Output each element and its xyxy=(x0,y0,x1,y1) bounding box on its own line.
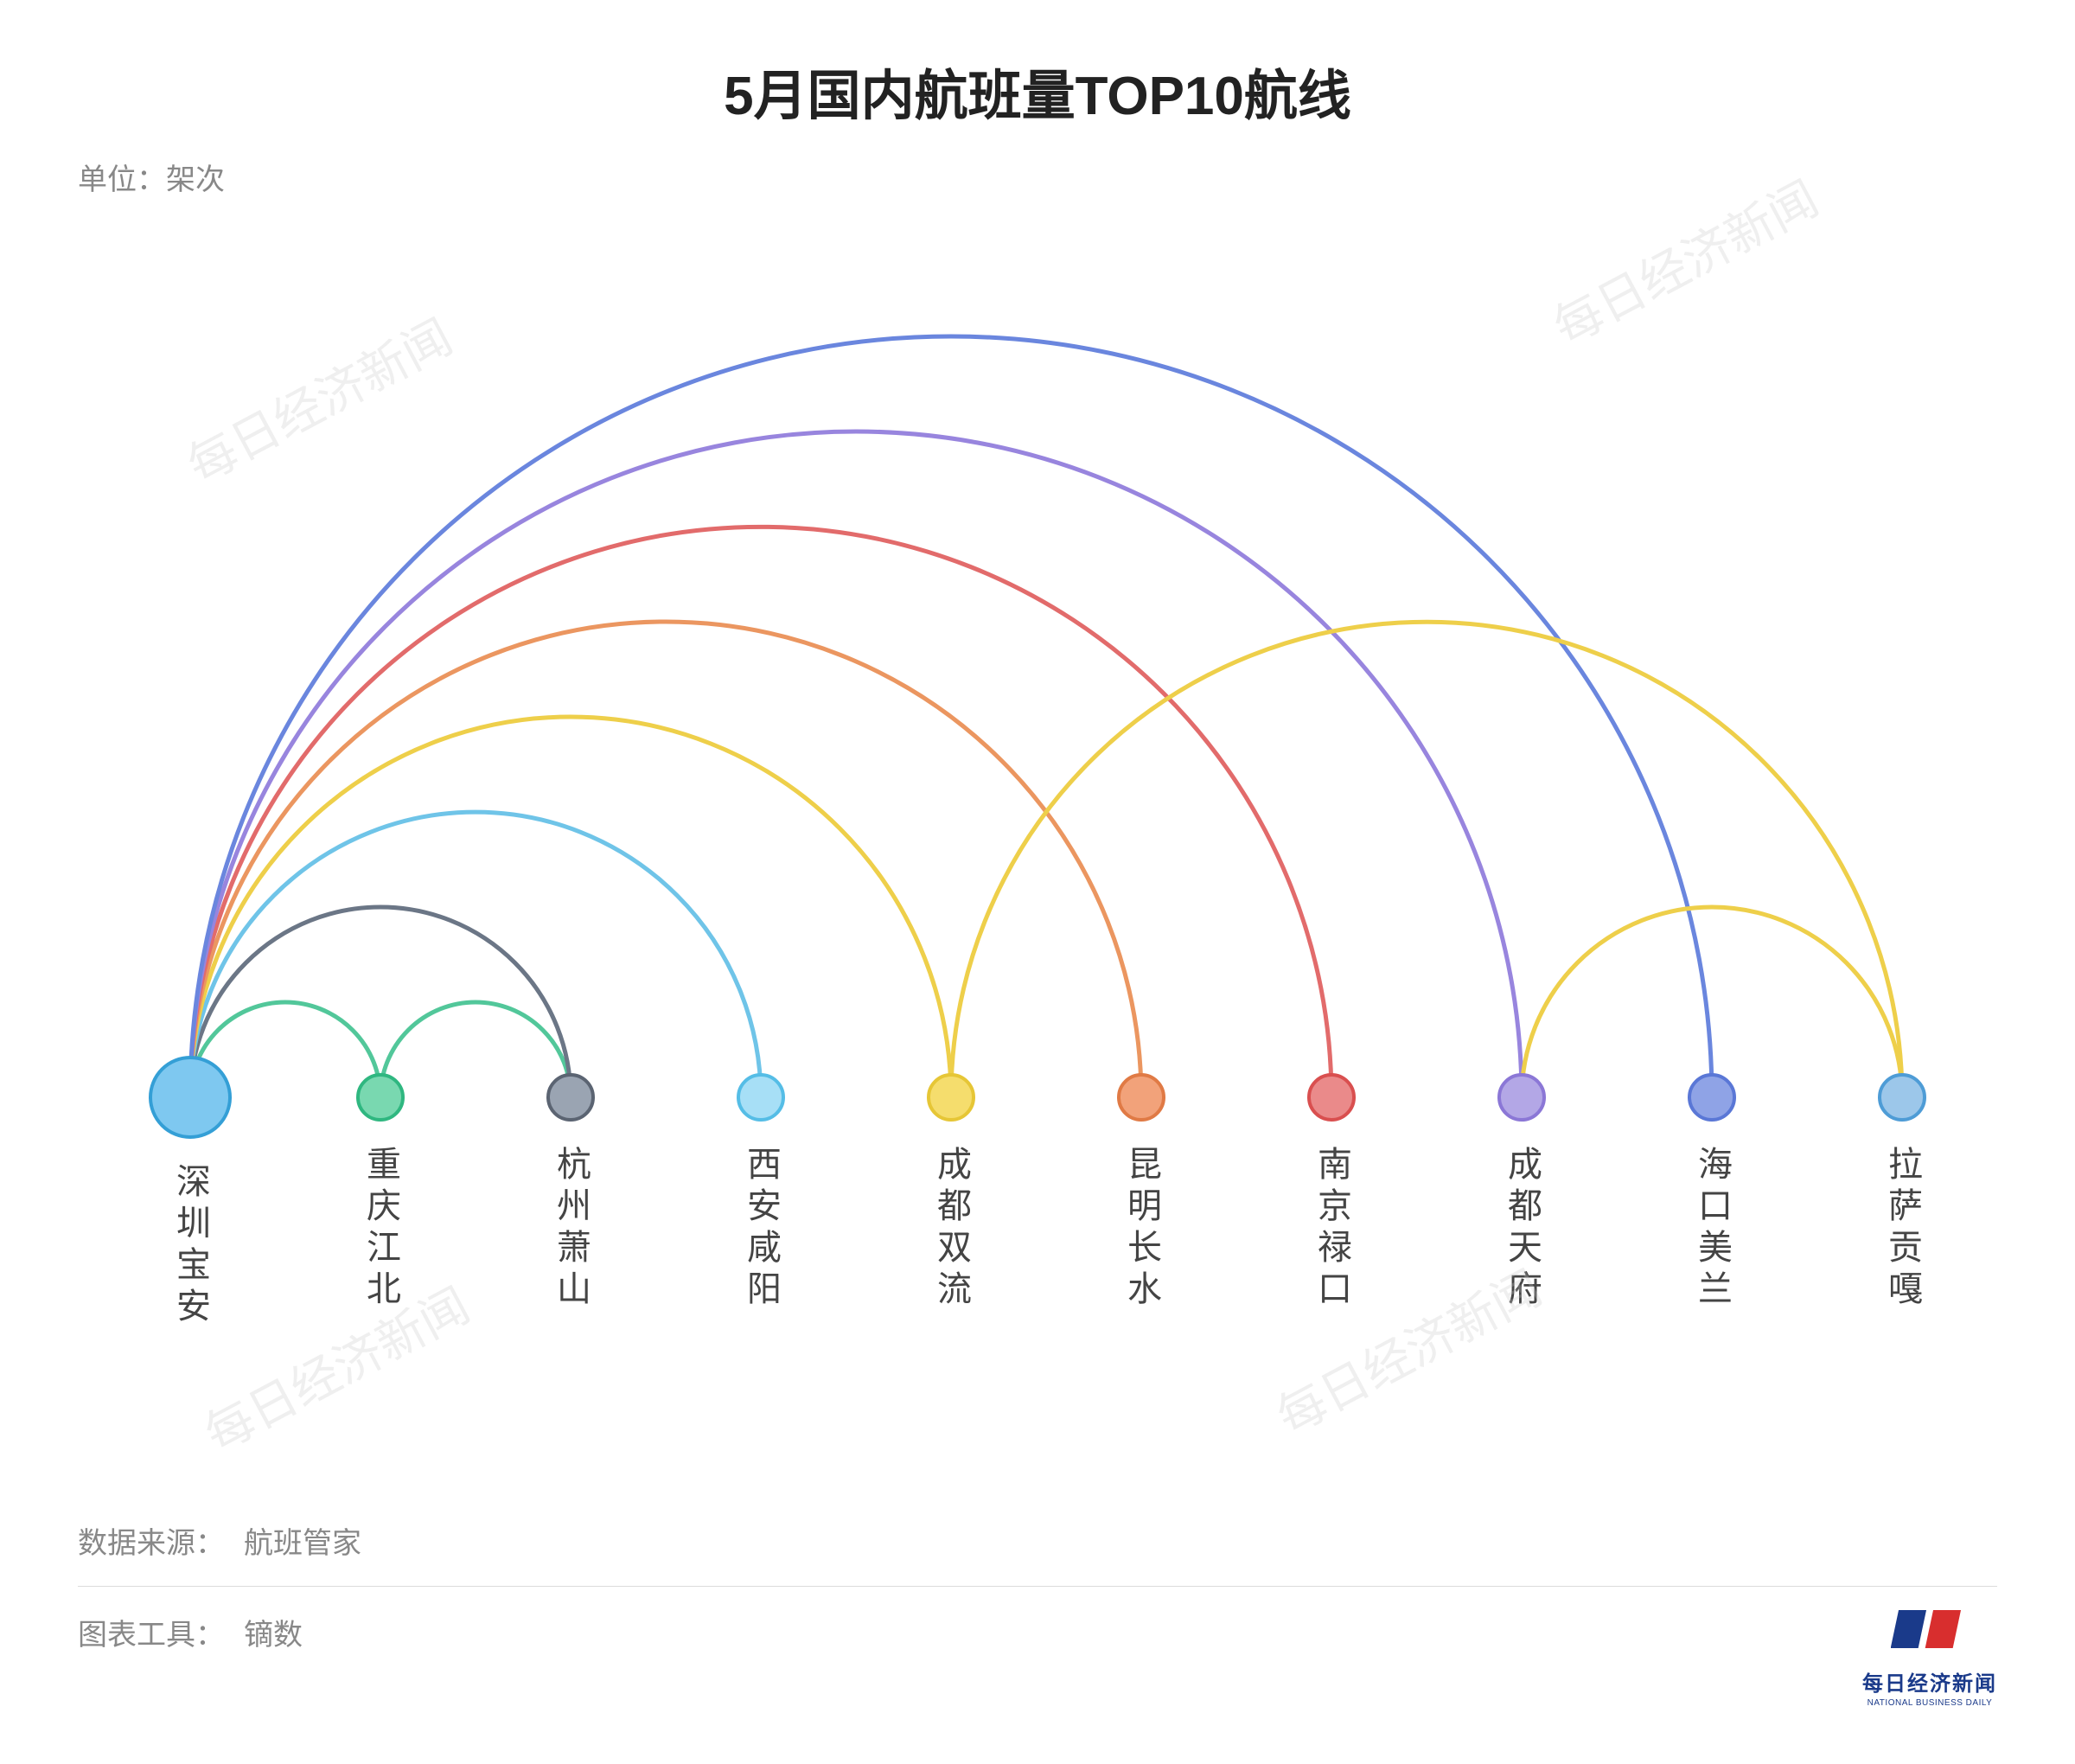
node-label: 昆明长水 xyxy=(1116,1146,1166,1312)
arc xyxy=(951,622,1902,1097)
node-circle xyxy=(1119,1075,1164,1120)
tool-value: 镝数 xyxy=(244,1619,303,1652)
page-title: 5月国内航班量TOP10航线 xyxy=(78,52,1997,130)
node-label: 南京禄口 xyxy=(1306,1146,1357,1312)
tool-line: 图表工具： 镝数 xyxy=(78,1611,1997,1653)
node-circle xyxy=(548,1075,593,1120)
arc xyxy=(380,1002,571,1097)
brand-logo: 每日经济新闻 NATIONAL BUSINESS DAILY xyxy=(1862,1598,1997,1708)
arc xyxy=(190,907,571,1097)
logo-text-cn: 每日经济新闻 xyxy=(1862,1666,1997,1697)
node-circle xyxy=(738,1075,783,1120)
source-label: 数据来源： xyxy=(78,1527,225,1560)
node-circle xyxy=(150,1058,230,1137)
node-circle xyxy=(1689,1075,1734,1120)
node-circle xyxy=(1499,1075,1544,1120)
source-line: 数据来源： 航班管家 xyxy=(78,1519,1997,1562)
node-circle xyxy=(1880,1075,1925,1120)
arc xyxy=(190,527,1331,1097)
node-label: 成都双流 xyxy=(926,1146,976,1312)
watermark: 每日经济新闻 xyxy=(191,1268,481,1466)
node-label: 重庆江北 xyxy=(355,1146,405,1312)
node-label: 深圳宝安 xyxy=(165,1163,215,1329)
tool-label: 图表工具： xyxy=(78,1619,225,1652)
node-label: 西安咸阳 xyxy=(736,1146,786,1312)
logo-icon xyxy=(1891,1598,1969,1659)
arc xyxy=(190,622,1141,1097)
unit-label: 单位：架次 xyxy=(78,156,1997,198)
arc-svg xyxy=(78,233,1997,1270)
chart-container: 5月国内航班量TOP10航线 单位：架次 深圳宝安重庆江北杭州萧山西安咸阳成都双… xyxy=(0,0,2075,1764)
footer: 数据来源： 航班管家 图表工具： 镝数 xyxy=(78,1519,1997,1678)
node-circle xyxy=(929,1075,974,1120)
node-circle xyxy=(1309,1075,1354,1120)
node-label: 杭州萧山 xyxy=(546,1146,596,1312)
logo-text-en: NATIONAL BUSINESS DAILY xyxy=(1862,1698,1997,1708)
node-label: 海口美兰 xyxy=(1687,1146,1737,1312)
node-circle xyxy=(358,1075,403,1120)
node-label: 拉萨贡嘎 xyxy=(1877,1146,1927,1312)
arc xyxy=(190,717,951,1097)
node-label: 成都天府 xyxy=(1497,1146,1547,1312)
divider xyxy=(78,1586,1997,1587)
source-value: 航班管家 xyxy=(244,1527,361,1560)
arc-chart: 深圳宝安重庆江北杭州萧山西安咸阳成都双流昆明长水南京禄口成都天府海口美兰拉萨贡嘎 xyxy=(78,233,1997,1270)
